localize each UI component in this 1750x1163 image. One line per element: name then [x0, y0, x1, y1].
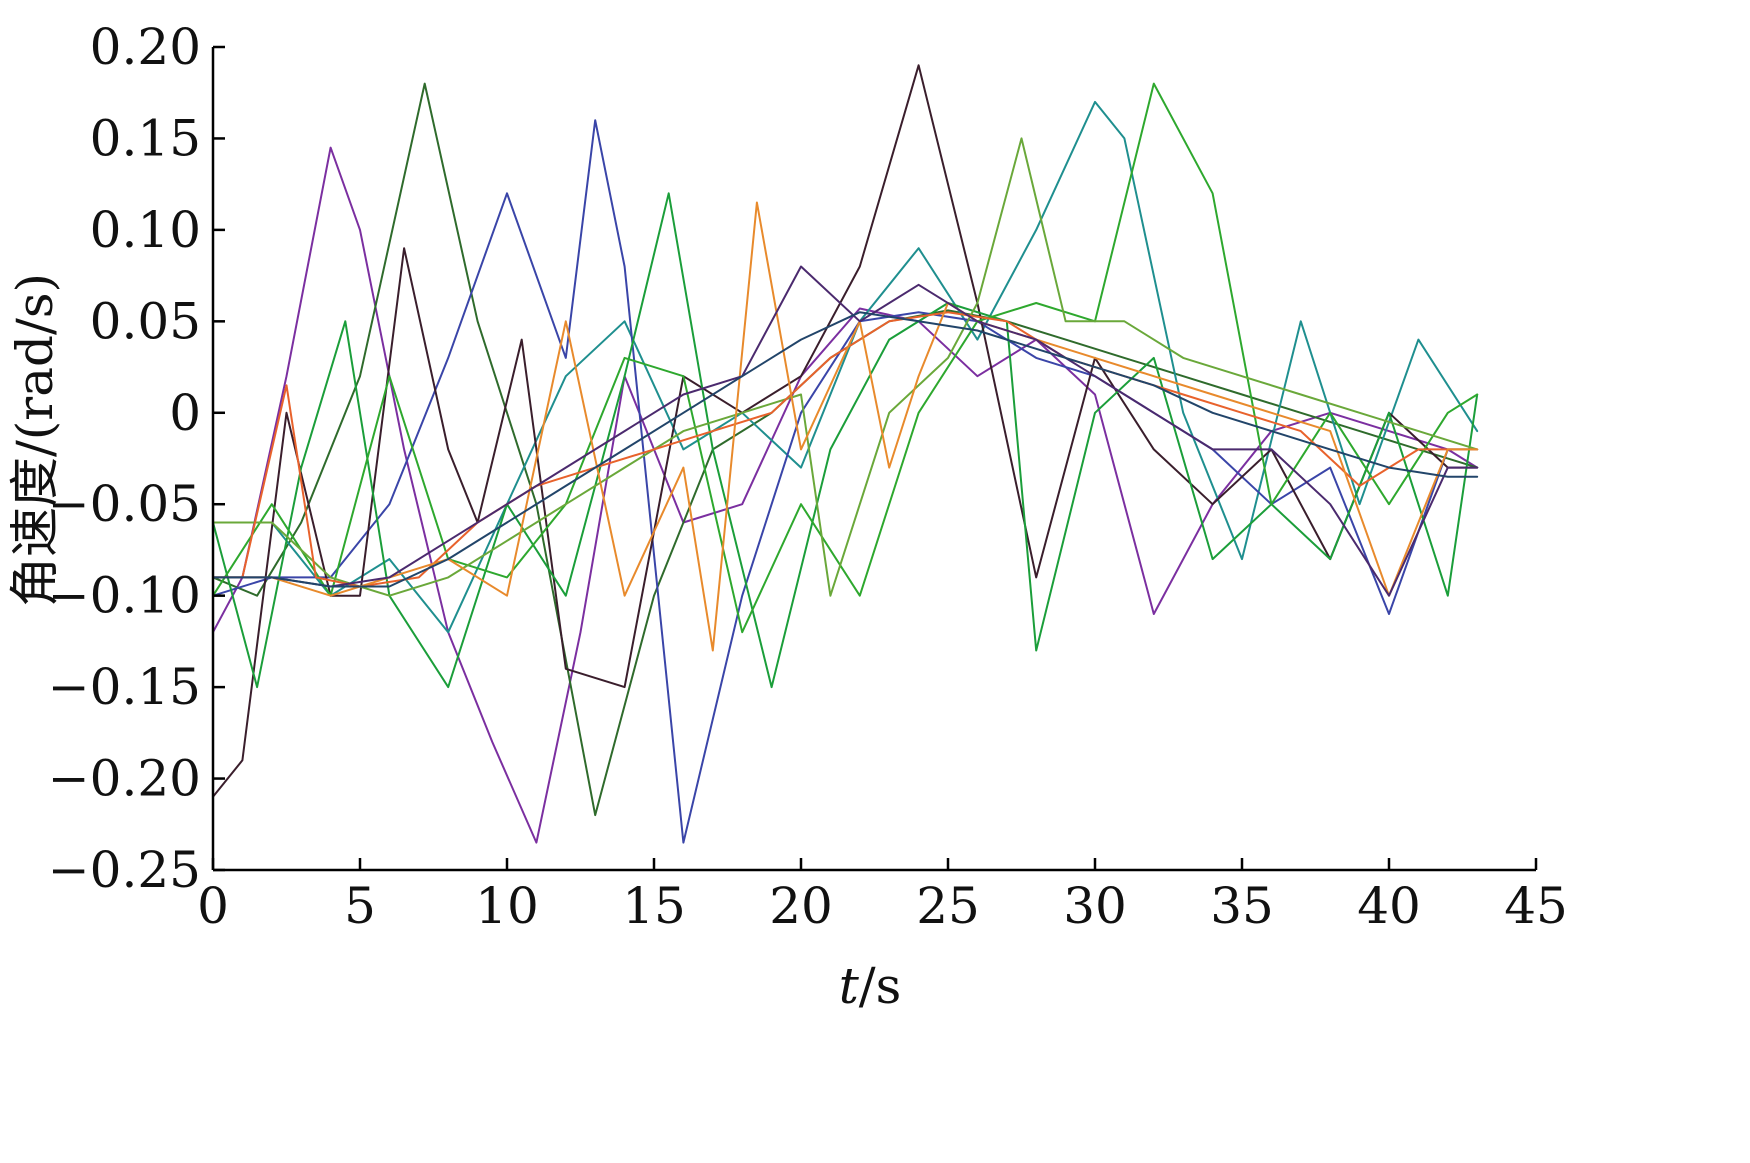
- ticks-layer: 0 5 10 15 20 25 30 35 40 45 0.20 0.15 0.10 0.05 0 −0.05…: [48, 18, 1568, 935]
- series-line-11: [212, 265, 1479, 597]
- y-tick-label: −0.25: [48, 841, 201, 899]
- x-tick-label: 20: [769, 877, 833, 935]
- x-tick-label: 35: [1210, 877, 1274, 935]
- y-tick-label: 0.10: [90, 201, 201, 259]
- y-tick-label: −0.05: [48, 475, 201, 533]
- series-line-8: [212, 137, 1479, 597]
- x-axis-title-variable: t: [839, 957, 860, 1015]
- series-line-9: [212, 311, 1479, 588]
- y-tick-label: −0.20: [48, 750, 201, 808]
- y-tick-label: −0.15: [48, 658, 201, 716]
- series-line-2: [212, 82, 1479, 817]
- series-line-12: [212, 311, 1479, 588]
- x-tick-label: 10: [475, 877, 539, 935]
- y-tick-label: 0.20: [90, 18, 201, 76]
- x-axis-title: t/s: [839, 957, 902, 1015]
- x-tick-label: 5: [344, 877, 376, 935]
- x-axis-title-unit: /s: [859, 957, 902, 1015]
- x-tick-label: 25: [916, 877, 980, 935]
- series-line-10: [212, 201, 1479, 652]
- series-line-7: [212, 82, 1479, 634]
- y-tick-label: 0.15: [90, 109, 201, 167]
- x-tick-label: 40: [1357, 877, 1421, 935]
- x-tick-label: 45: [1504, 877, 1568, 935]
- y-tick-label: 0: [169, 384, 201, 442]
- x-tick-label: 15: [622, 877, 686, 935]
- y-tick-label: −0.10: [48, 567, 201, 625]
- x-tick-label: 0: [197, 877, 229, 935]
- series-layer: [212, 64, 1479, 844]
- y-axis-title: 角速度/(rad/s): [6, 273, 64, 607]
- y-tick-label: 0.05: [90, 292, 201, 350]
- series-line-4: [212, 119, 1479, 844]
- x-tick-label: 30: [1063, 877, 1127, 935]
- series-line-5: [212, 64, 1479, 798]
